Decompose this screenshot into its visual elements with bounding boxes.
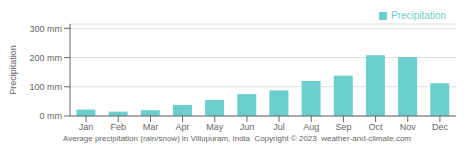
svg-text:Aug: Aug — [303, 122, 319, 132]
html-text:Average precipitation (rain/sn: Average precipitation (rain/snow) in Vil… — [63, 134, 411, 143]
svg-text:Nov: Nov — [400, 122, 417, 132]
svg-text:Mar: Mar — [143, 122, 159, 132]
svg-text:Sep: Sep — [335, 122, 351, 132]
svg-text:0 mm: 0 mm — [40, 111, 63, 121]
html-text:Precipitation: Precipitation — [391, 10, 446, 21]
svg-text:Jan: Jan — [79, 122, 94, 132]
svg-text:Feb: Feb — [110, 122, 126, 132]
svg-text:Jul: Jul — [273, 122, 285, 132]
svg-text:Precipitation: Precipitation — [8, 45, 18, 95]
svg-text:Apr: Apr — [176, 122, 190, 132]
svg-text:Dec: Dec — [432, 122, 449, 132]
svg-text:Oct: Oct — [369, 122, 384, 132]
svg-text:100 mm: 100 mm — [29, 82, 62, 92]
svg-text:Jun: Jun — [240, 122, 255, 132]
svg-text:May: May — [206, 122, 224, 132]
svg-text:200 mm: 200 mm — [29, 53, 62, 63]
svg-text:300 mm: 300 mm — [29, 24, 62, 34]
